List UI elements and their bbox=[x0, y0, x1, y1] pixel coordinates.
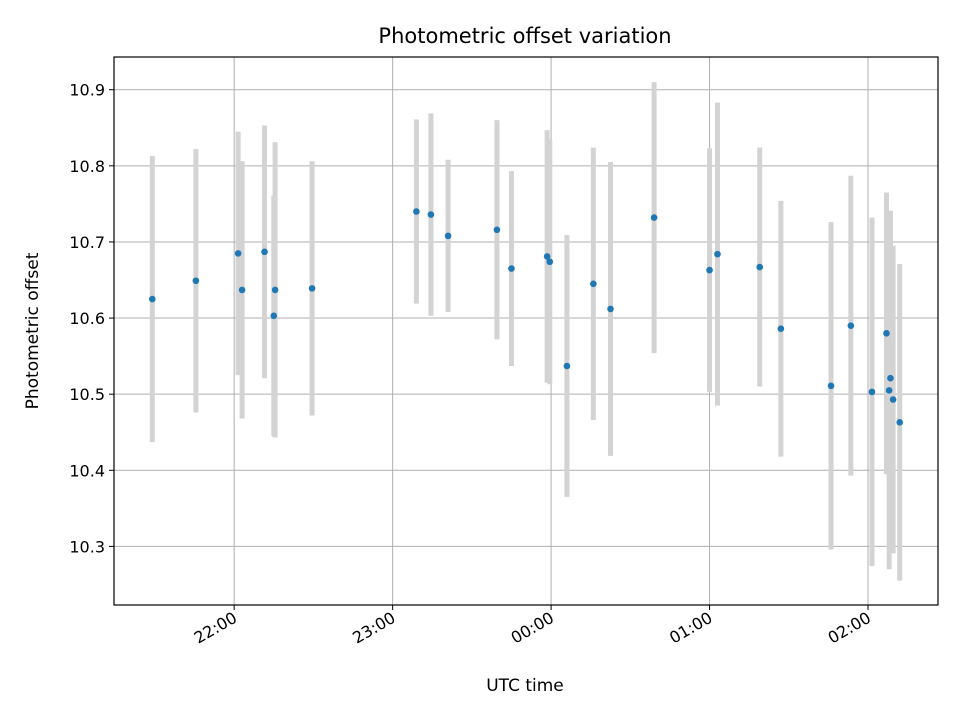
data-point bbox=[590, 280, 597, 288]
y-tick-label: 10.3 bbox=[69, 537, 105, 556]
x-axis-title: UTC time bbox=[486, 676, 564, 696]
data-point bbox=[847, 322, 855, 329]
data-point bbox=[889, 396, 897, 403]
y-tick-label: 10.6 bbox=[69, 309, 105, 328]
data-point bbox=[546, 258, 554, 266]
data-point bbox=[261, 248, 268, 256]
data-point bbox=[896, 419, 904, 426]
data-point bbox=[444, 232, 452, 240]
data-point bbox=[308, 285, 316, 292]
data-point bbox=[883, 329, 890, 337]
data-point bbox=[868, 388, 876, 396]
data-point bbox=[148, 295, 156, 303]
data-point bbox=[413, 208, 420, 215]
data-point bbox=[887, 374, 894, 382]
data-point bbox=[192, 277, 200, 285]
data-point bbox=[714, 250, 721, 258]
y-axis-title: Photometric offset bbox=[23, 252, 43, 409]
data-point bbox=[543, 253, 551, 260]
y-tick-label: 10.8 bbox=[69, 157, 105, 176]
data-point bbox=[563, 362, 571, 370]
data-point bbox=[827, 382, 835, 390]
data-point bbox=[885, 387, 893, 394]
point-layer bbox=[148, 208, 904, 426]
data-point bbox=[270, 312, 278, 320]
data-point bbox=[706, 266, 713, 274]
chart-title: Photometric offset variation bbox=[378, 24, 671, 48]
data-point bbox=[238, 286, 246, 294]
data-point bbox=[234, 250, 242, 257]
data-point bbox=[777, 325, 785, 333]
data-point bbox=[756, 263, 764, 271]
data-point bbox=[650, 214, 658, 221]
data-point bbox=[427, 211, 435, 218]
data-point bbox=[493, 226, 501, 234]
data-point bbox=[508, 265, 515, 272]
y-tick-label: 10.5 bbox=[69, 385, 105, 404]
y-tick-label: 10.4 bbox=[69, 461, 105, 480]
data-point bbox=[271, 286, 279, 294]
plot-frame bbox=[113, 56, 939, 606]
y-tick-label: 10.9 bbox=[69, 81, 105, 100]
data-point bbox=[607, 305, 614, 313]
y-tick-label: 10.7 bbox=[69, 233, 105, 252]
